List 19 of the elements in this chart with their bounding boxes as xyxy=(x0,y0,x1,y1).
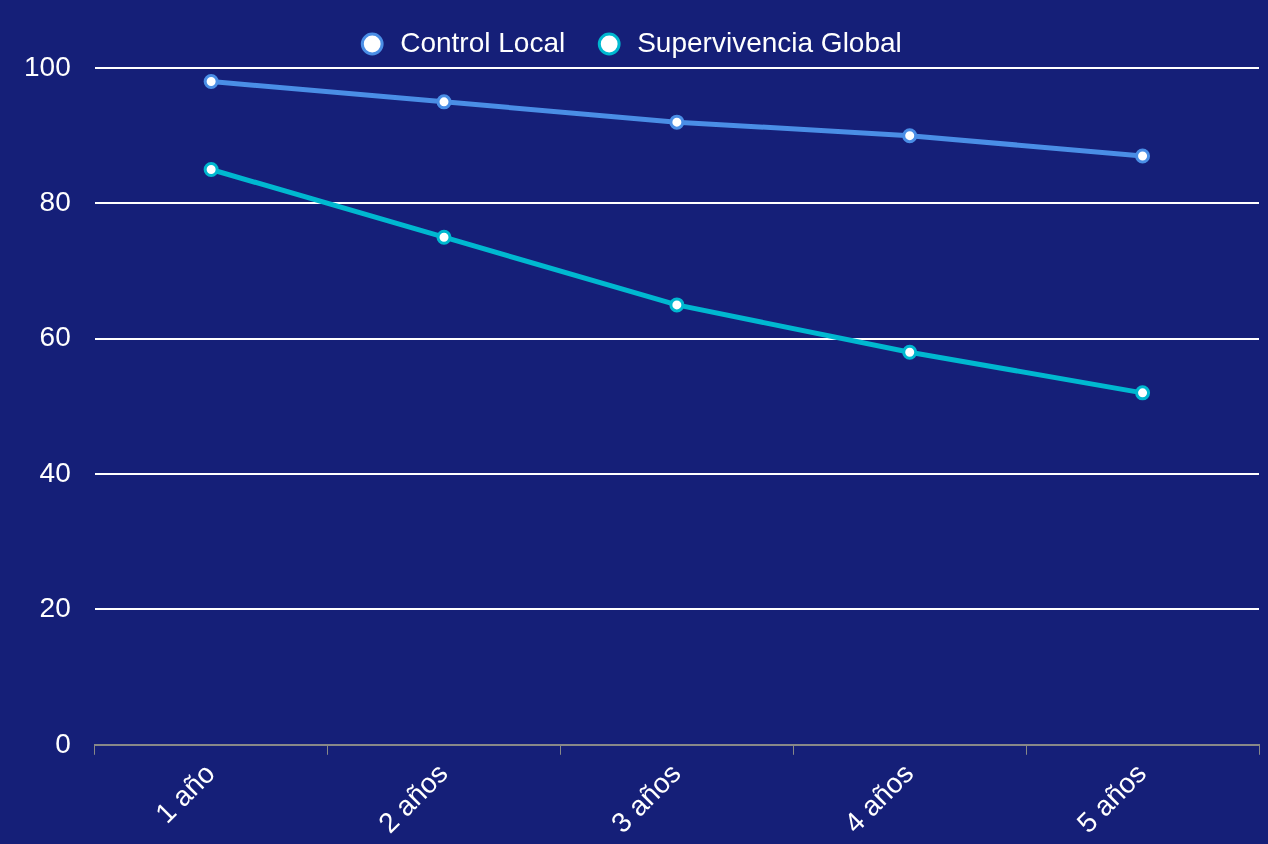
y-tick-label: 80 xyxy=(39,186,71,218)
point xyxy=(1135,385,1151,401)
point xyxy=(669,297,685,313)
legend-label: Control Local xyxy=(400,26,566,58)
point xyxy=(203,74,219,90)
y-tick-label: 20 xyxy=(39,592,71,624)
point xyxy=(436,94,452,110)
y-tick-label: 60 xyxy=(39,321,71,353)
point xyxy=(902,344,918,360)
y-tick-label: 100 xyxy=(24,50,71,82)
point xyxy=(436,229,452,245)
point xyxy=(669,114,685,130)
y-tick-label: 0 xyxy=(55,727,71,759)
x-tick-label: 1 año xyxy=(149,757,221,829)
legend-label: Supervivencia Global xyxy=(637,26,902,58)
y-tick-label: 40 xyxy=(39,456,71,488)
point xyxy=(1135,148,1151,164)
point xyxy=(902,128,918,144)
point xyxy=(203,162,219,178)
